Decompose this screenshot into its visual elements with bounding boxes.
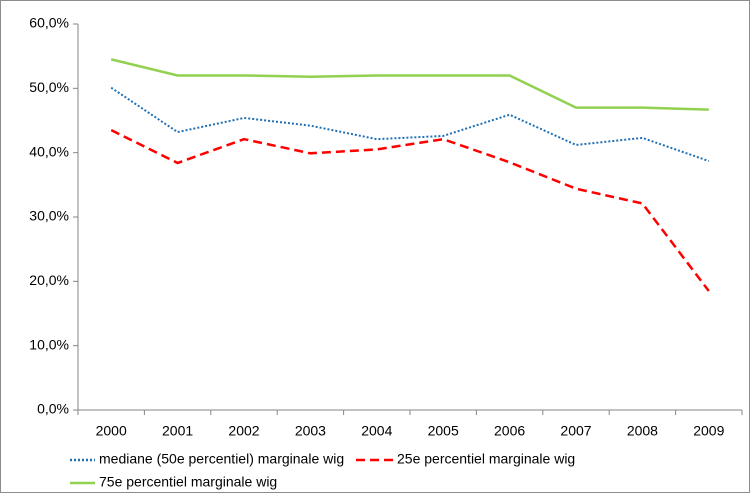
x-tick-label: 2002 [228,423,259,439]
x-tick-label: 2000 [96,423,127,439]
y-tick-label: 10,0% [29,336,69,352]
x-tick-label: 2009 [693,423,724,439]
x-tick-label: 2007 [560,423,591,439]
y-tick-label: 60,0% [29,15,69,31]
legend-label: 25e percentiel marginale wig [397,451,575,467]
y-tick-label: 50,0% [29,79,69,95]
series-line [110,58,709,111]
x-tick-label: 2004 [361,423,392,439]
y-tick-label: 0,0% [37,401,69,417]
x-tick-label: 2008 [627,423,658,439]
x-tick-label: 2005 [428,423,459,439]
y-tick-label: 40,0% [29,143,69,159]
x-tick-label: 2003 [295,423,326,439]
y-tick-label: 30,0% [29,208,69,224]
legend-label: mediane (50e percentiel) marginale wig [99,451,344,467]
series-line [110,86,710,162]
x-tick-label: 2001 [162,423,193,439]
x-tick-label: 2006 [494,423,525,439]
y-tick-label: 20,0% [29,272,69,288]
legend-label: 75e percentiel marginale wig [99,474,277,490]
series-line [110,129,710,292]
